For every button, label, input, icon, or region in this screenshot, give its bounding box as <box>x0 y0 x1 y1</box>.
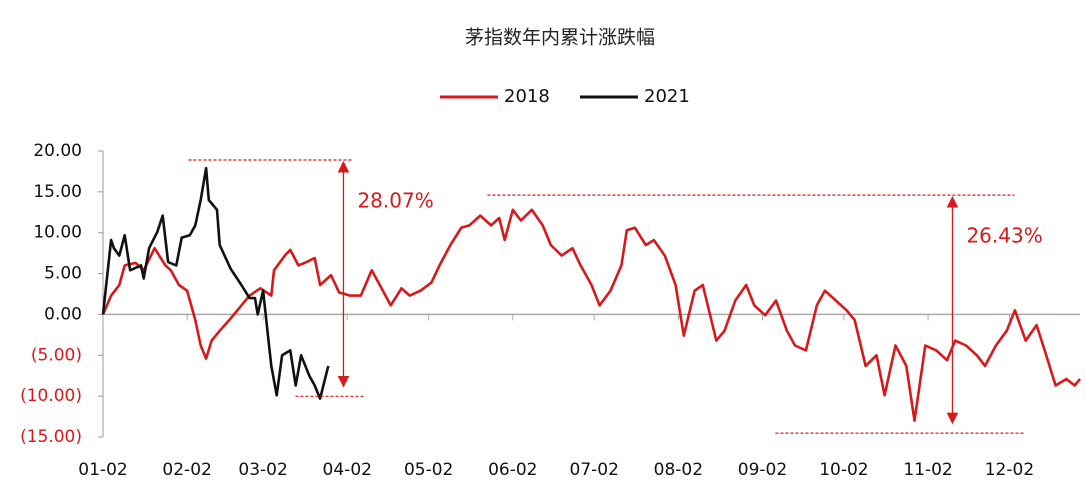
y-tick-label: 15.00 <box>33 182 82 202</box>
annotation-label: 28.07% <box>357 188 433 212</box>
x-tick-label: 08-02 <box>654 460 703 480</box>
annotation-label: 26.43% <box>966 224 1042 248</box>
x-tick-label: 09-02 <box>738 460 787 480</box>
x-tick-label: 02-02 <box>162 460 211 480</box>
x-tick-label: 04-02 <box>323 460 372 480</box>
x-tick-label: 01-02 <box>78 460 127 480</box>
y-tick-label: (15.00) <box>20 427 82 447</box>
x-tick-label: 07-02 <box>570 460 619 480</box>
x-tick-label: 10-02 <box>819 460 868 480</box>
y-tick-label: 20.00 <box>33 141 82 161</box>
y-tick-label: (5.00) <box>31 345 82 365</box>
chart-title: 茅指数年内累计涨跌幅 <box>465 27 655 49</box>
x-tick-label: 05-02 <box>404 460 453 480</box>
y-tick-label: 5.00 <box>44 264 82 284</box>
series-line <box>101 208 1081 422</box>
series-line <box>101 166 330 400</box>
x-tick-label: 06-02 <box>488 460 537 480</box>
legend-label: 2018 <box>504 86 550 107</box>
legend-label: 2021 <box>644 86 690 107</box>
x-tick-label: 12-02 <box>985 460 1034 480</box>
y-tick-label: (10.00) <box>20 386 82 406</box>
x-tick-label: 03-02 <box>238 460 287 480</box>
y-tick-label: 10.00 <box>33 223 82 243</box>
y-tick-label: 0.00 <box>44 304 82 324</box>
x-tick-label: 11-02 <box>903 460 952 480</box>
